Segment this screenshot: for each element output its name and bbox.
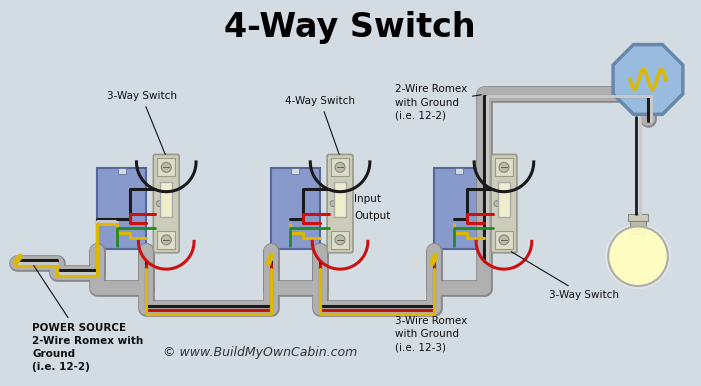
Bar <box>97 168 147 249</box>
Text: 3-Way Switch: 3-Way Switch <box>511 252 619 300</box>
Bar <box>331 158 349 176</box>
Circle shape <box>335 163 345 172</box>
FancyBboxPatch shape <box>491 154 517 253</box>
Circle shape <box>608 227 668 286</box>
Text: 4-Way Switch: 4-Way Switch <box>224 11 476 44</box>
Bar <box>495 158 513 176</box>
Bar <box>629 222 646 227</box>
Circle shape <box>494 201 500 207</box>
Text: 2-Wire Romex
with Ground
(i.e. 12-2): 2-Wire Romex with Ground (i.e. 12-2) <box>395 85 482 121</box>
Bar <box>161 182 172 217</box>
Bar <box>292 168 299 174</box>
Text: Input: Input <box>354 194 381 204</box>
Bar <box>495 231 513 249</box>
Circle shape <box>605 223 671 289</box>
Bar <box>455 168 463 174</box>
Text: 3-Wire Romex
with Ground
(i.e. 12-3): 3-Wire Romex with Ground (i.e. 12-3) <box>395 316 467 352</box>
FancyBboxPatch shape <box>154 154 179 253</box>
Bar <box>334 182 346 217</box>
Text: © www.BuildMyOwnCabin.com: © www.BuildMyOwnCabin.com <box>163 345 358 359</box>
Text: 3-Way Switch: 3-Way Switch <box>107 91 177 154</box>
Circle shape <box>330 201 336 207</box>
Circle shape <box>335 235 345 245</box>
Bar <box>435 168 484 249</box>
Polygon shape <box>613 45 683 114</box>
Circle shape <box>161 235 171 245</box>
Bar <box>157 231 175 249</box>
Bar <box>498 182 510 217</box>
Text: Output: Output <box>354 210 390 220</box>
Bar <box>331 231 349 249</box>
Bar <box>628 213 648 222</box>
Circle shape <box>161 163 171 172</box>
Bar <box>118 168 125 174</box>
Circle shape <box>156 201 163 207</box>
Text: POWER SOURCE
2-Wire Romex with
Ground
(i.e. 12-2): POWER SOURCE 2-Wire Romex with Ground (i… <box>32 266 144 372</box>
Bar <box>631 229 645 234</box>
Bar <box>157 158 175 176</box>
Text: 4-Way Switch: 4-Way Switch <box>285 96 355 154</box>
Bar <box>271 168 320 249</box>
Circle shape <box>499 163 509 172</box>
Circle shape <box>499 235 509 245</box>
FancyBboxPatch shape <box>327 154 353 253</box>
